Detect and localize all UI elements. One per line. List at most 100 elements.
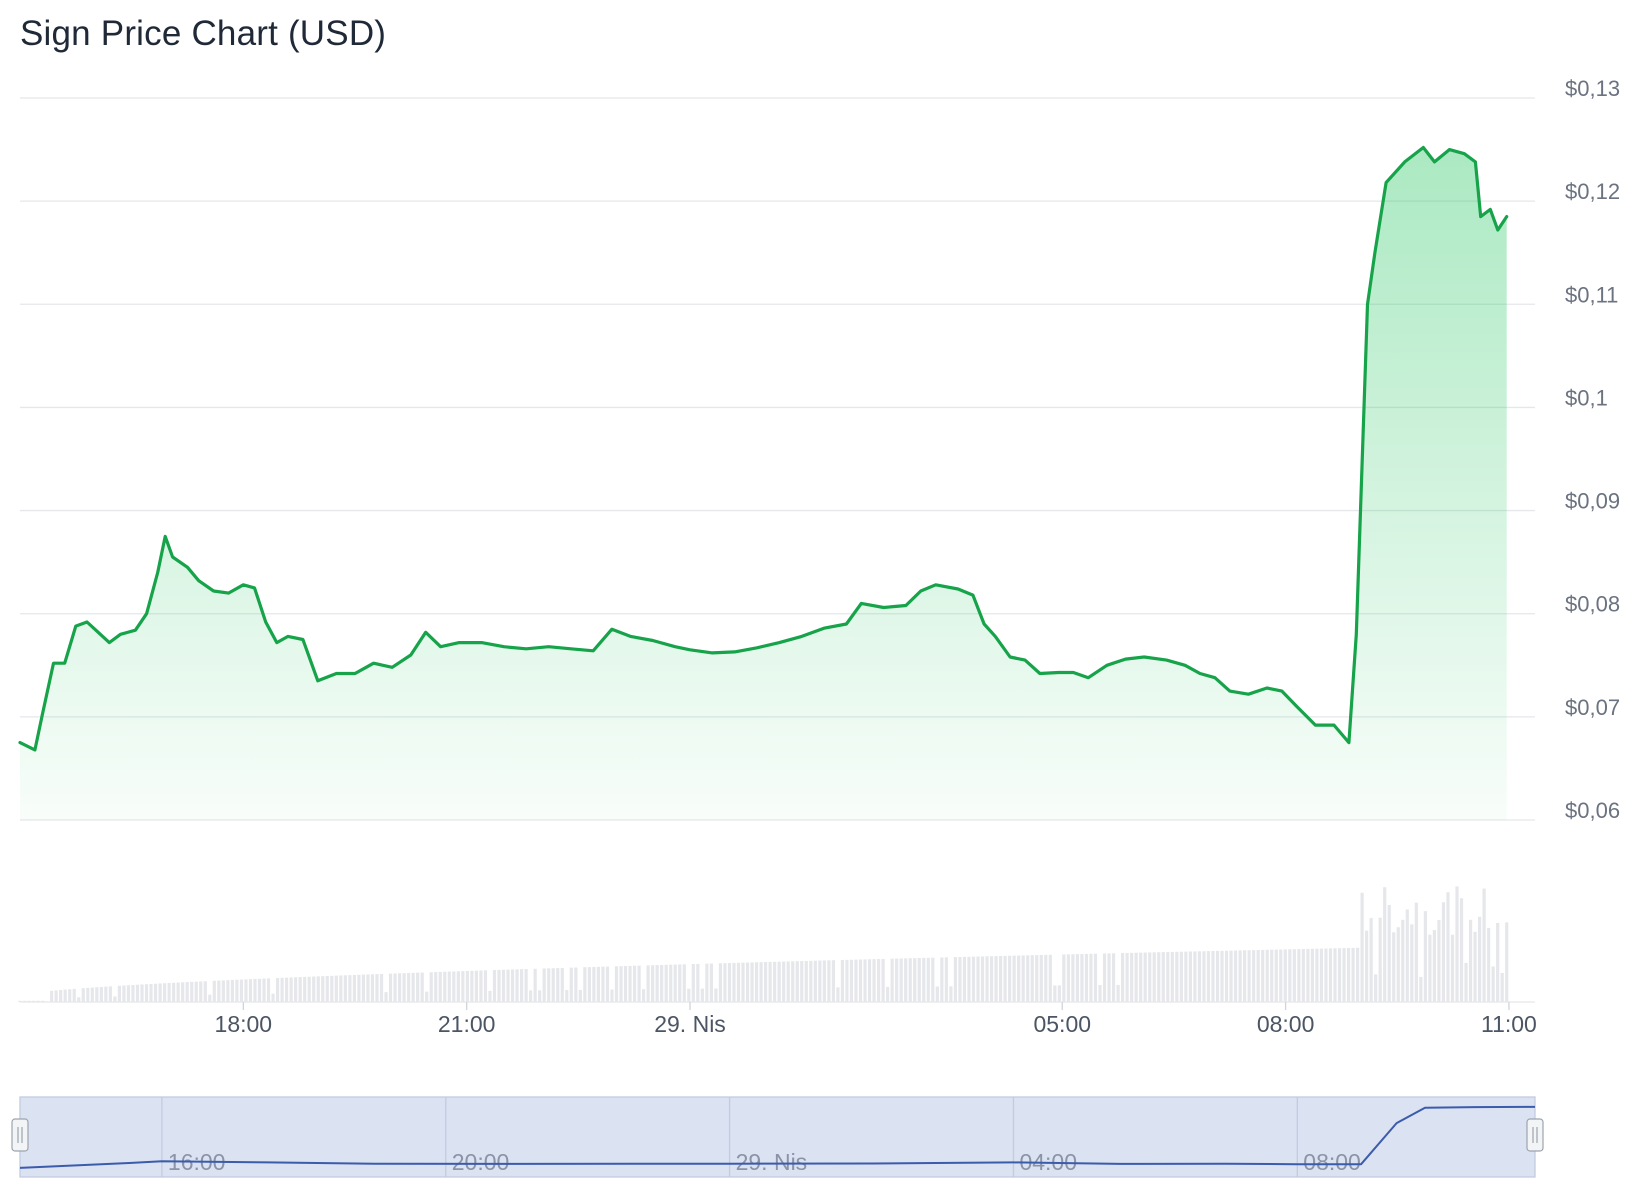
volume-bar	[1441, 902, 1446, 1002]
y-tick-label: $0,07	[1565, 695, 1620, 720]
volume-bar	[994, 956, 998, 1002]
volume-bar	[366, 974, 370, 1002]
navigator-tick-label: 08:00	[1303, 1149, 1361, 1175]
volume-bar	[483, 970, 488, 1002]
volume-bar	[1008, 955, 1012, 1002]
volume-bar	[1084, 953, 1089, 1002]
x-tick-label: 21:00	[438, 1011, 496, 1037]
volume-bar	[266, 978, 271, 1002]
volume-bar	[492, 970, 497, 1002]
price-line-group[interactable]	[18, 145, 1509, 752]
volume-bar	[411, 972, 415, 1002]
volume-bar	[777, 961, 781, 1002]
volume-bar	[402, 973, 406, 1002]
volume-bar	[1175, 951, 1179, 1002]
x-tick-label: 18:00	[215, 1011, 273, 1037]
volume-bar	[117, 985, 122, 1002]
volume-bar	[1224, 950, 1229, 1002]
volume-bar	[253, 978, 257, 1002]
volume-bar	[1337, 948, 1342, 1002]
volume-bar	[235, 979, 239, 1002]
navigator-tick-label: 29. Nis	[736, 1149, 808, 1175]
volume-bar	[95, 987, 99, 1002]
volume-bar	[321, 976, 325, 1002]
volume-bar	[1206, 951, 1211, 1002]
volume-bar	[1048, 954, 1052, 1002]
volume-bar	[998, 955, 1003, 1002]
y-tick-label: $0,12	[1565, 179, 1620, 204]
volume-bar	[786, 961, 790, 1002]
volume-bar	[628, 965, 632, 1002]
volume-bar	[836, 987, 840, 1002]
volume-bar	[140, 984, 144, 1002]
volume-bar	[434, 972, 438, 1002]
volume-bar	[348, 975, 352, 1002]
volume-bar	[257, 978, 262, 1002]
volume-bar	[804, 960, 808, 1002]
x-tick-label: 29. Nis	[654, 1011, 726, 1037]
volume-bar	[456, 971, 460, 1002]
price-line[interactable]	[18, 145, 1509, 752]
volume-bar	[1121, 953, 1125, 1002]
volume-bar	[935, 986, 939, 1002]
navigator-handle-left[interactable]	[11, 1118, 29, 1152]
volume-bar	[1143, 952, 1147, 1002]
volume-bar	[1102, 953, 1107, 1002]
volume-bar	[1464, 962, 1468, 1002]
volume-bar	[1405, 909, 1409, 1002]
volume-bar	[510, 969, 515, 1002]
volume-bar	[1238, 950, 1242, 1002]
volume-bar	[538, 990, 542, 1002]
volume-bar	[899, 958, 903, 1002]
volume-bar	[470, 970, 474, 1002]
volume-bar	[1116, 984, 1120, 1002]
volume-bar	[705, 963, 709, 1002]
volume-bar	[858, 959, 863, 1002]
volume-bar	[1496, 922, 1500, 1002]
volume-bar	[501, 969, 506, 1002]
volume-bar	[40, 1000, 45, 1002]
volume-bar	[108, 986, 112, 1002]
volume-bar	[1111, 953, 1116, 1002]
volume-bar	[370, 974, 375, 1002]
volume-bar	[271, 993, 275, 1002]
x-axis-ticks: 18:00 21:00 29. Nis 05:00 08:00 11:00	[215, 1002, 1537, 1037]
volume-bar	[1062, 954, 1066, 1002]
volume-bar	[813, 960, 817, 1002]
volume-bar	[655, 965, 659, 1002]
volume-bar	[352, 974, 356, 1002]
volume-bar	[1315, 948, 1319, 1002]
volume-bar	[1044, 954, 1048, 1002]
volume-bar	[831, 960, 835, 1002]
volume-bar	[113, 996, 117, 1002]
volume-bar	[1265, 949, 1269, 1002]
volume-bar	[36, 1000, 40, 1002]
volume-bar	[574, 967, 578, 1002]
volume-bar	[1071, 954, 1075, 1002]
volume-bar	[1374, 974, 1378, 1002]
volume-bar	[167, 983, 171, 1002]
volume-bar	[664, 964, 668, 1002]
volume-bar	[691, 964, 695, 1002]
volume-bar	[1139, 952, 1143, 1002]
volume-bar	[727, 963, 732, 1002]
volume-bar	[1297, 949, 1301, 1002]
volume-bar	[275, 978, 280, 1002]
volume-bar	[1360, 892, 1364, 1002]
volume-bar	[1346, 948, 1351, 1002]
volume-bar	[809, 960, 813, 1002]
navigator[interactable]: 16:00 20:00 29. Nis 04:00 08:00	[11, 1096, 1544, 1178]
volume-bar	[72, 988, 76, 1002]
volume-bar	[1450, 934, 1455, 1002]
volume-bar	[818, 960, 822, 1002]
volume-bar	[1057, 985, 1061, 1002]
volume-bar	[678, 964, 682, 1002]
volume-bar	[479, 970, 483, 1002]
volume-bar	[217, 980, 221, 1002]
volume-bar	[1414, 902, 1418, 1002]
navigator-handle-right[interactable]	[1526, 1118, 1544, 1152]
volume-bar	[375, 974, 379, 1002]
volume-bar	[1505, 922, 1509, 1002]
volume-bar	[605, 966, 610, 1002]
